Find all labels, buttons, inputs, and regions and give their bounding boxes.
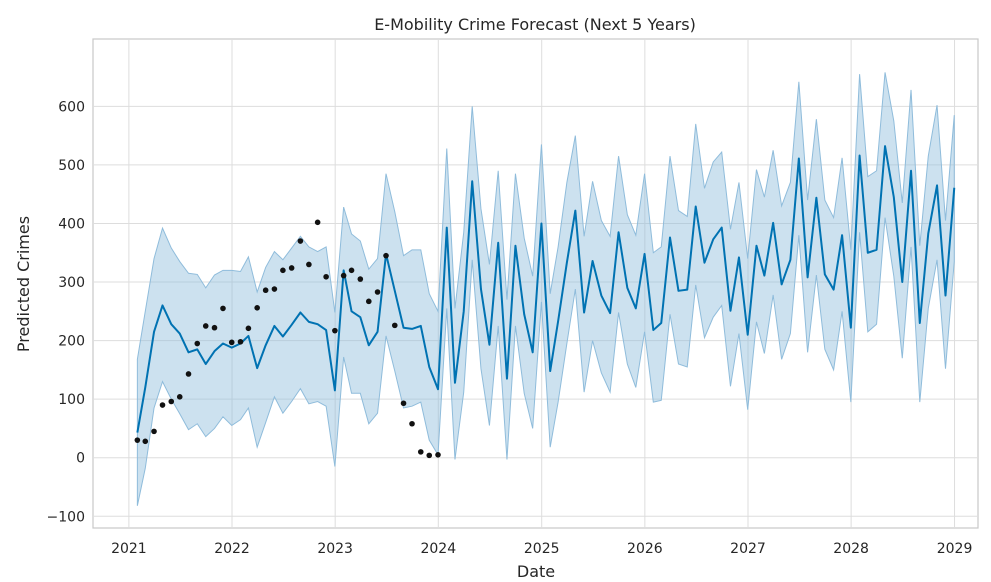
observed-point xyxy=(323,273,329,280)
observed-point xyxy=(280,267,286,274)
observed-point xyxy=(383,252,389,259)
observed-point xyxy=(409,420,415,427)
y-tick-label: 200 xyxy=(58,334,85,350)
y-tick-label: 500 xyxy=(58,158,85,174)
y-tick-label: 100 xyxy=(58,392,85,408)
observed-point xyxy=(417,449,424,455)
grid-lines xyxy=(93,39,978,528)
observed-point xyxy=(288,265,295,271)
observed-point xyxy=(435,452,441,458)
x-tick-label: 2022 xyxy=(214,541,250,557)
observed-point xyxy=(159,402,166,408)
x-tick-label: 2029 xyxy=(937,541,973,557)
observed-point xyxy=(426,452,433,459)
x-tick-label: 2023 xyxy=(317,541,353,557)
observed-point xyxy=(297,238,304,244)
observed-point xyxy=(245,325,252,332)
observed-point xyxy=(228,339,235,346)
observed-point xyxy=(314,219,321,226)
observed-point xyxy=(185,371,192,377)
observed-point xyxy=(176,394,183,400)
observed-point xyxy=(348,267,355,274)
observed-point xyxy=(365,298,372,305)
observed-point xyxy=(220,305,226,312)
x-tick-label: 2027 xyxy=(730,541,766,557)
x-tick-label: 2026 xyxy=(627,541,663,557)
x-axis-label: Date xyxy=(517,562,555,581)
observed-point xyxy=(211,324,218,331)
observed-point xyxy=(142,438,149,445)
observed-point xyxy=(134,437,141,443)
x-tick-label: 2025 xyxy=(524,541,560,557)
chart-title: E-Mobility Crime Forecast (Next 5 Years) xyxy=(374,15,696,34)
observed-point xyxy=(194,340,201,347)
y-axis-label: Predicted Crimes xyxy=(14,216,33,352)
observed-points-layer xyxy=(134,219,441,459)
observed-point xyxy=(400,400,407,407)
x-tick-label: 2021 xyxy=(111,541,147,557)
y-tick-label: 300 xyxy=(58,275,85,291)
tick-labels: −100 0 100 200 300 400 500 600 2021 2022 2023 2024 2… xyxy=(47,99,973,557)
observed-point xyxy=(202,323,209,329)
observed-point xyxy=(237,338,244,345)
y-tick-label: 600 xyxy=(58,99,85,115)
x-tick-label: 2024 xyxy=(420,541,456,557)
observed-point xyxy=(391,322,398,329)
observed-point xyxy=(151,428,157,435)
observed-point xyxy=(271,286,278,292)
observed-point xyxy=(262,287,269,294)
x-tick-label: 2028 xyxy=(833,541,869,557)
y-tick-label: 400 xyxy=(58,216,85,232)
forecast-line xyxy=(136,145,956,433)
forecast-line-layer xyxy=(136,145,956,433)
y-tick-label: 0 xyxy=(76,451,85,467)
observed-point xyxy=(306,261,312,268)
y-tick-label: −100 xyxy=(47,509,85,525)
observed-point xyxy=(168,398,175,405)
observed-point xyxy=(254,305,260,311)
observed-point xyxy=(357,276,364,282)
observed-point xyxy=(340,272,347,279)
observed-point xyxy=(374,289,381,295)
observed-point xyxy=(332,327,338,334)
